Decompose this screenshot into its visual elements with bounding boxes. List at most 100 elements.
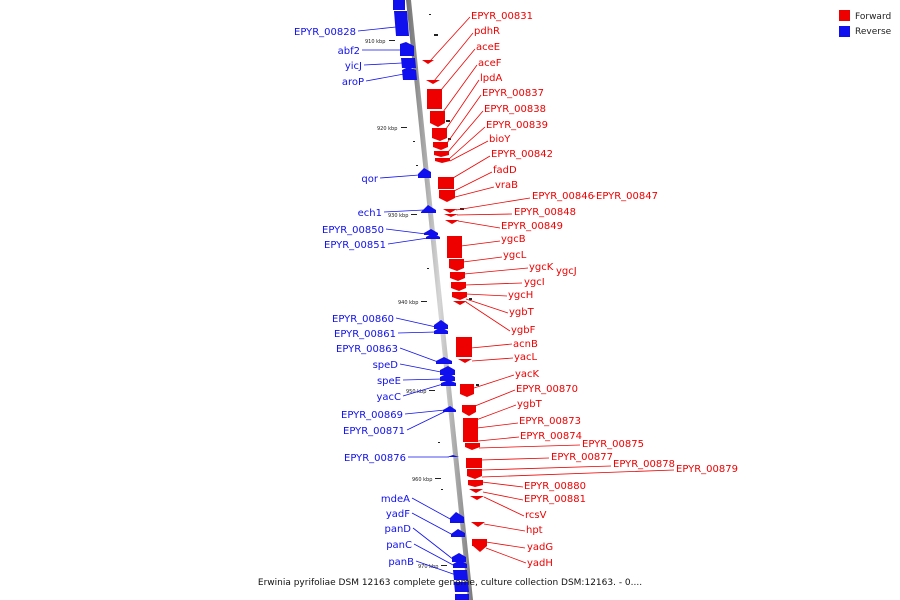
- leader-line: [465, 298, 509, 314]
- forward-gene: [465, 443, 480, 450]
- leader-line: [402, 378, 443, 381]
- leader-line: [456, 213, 513, 216]
- forward-gene: [469, 489, 483, 493]
- gene-label-reverse: EPYR_00871: [343, 426, 405, 437]
- reverse-gene: [453, 570, 468, 580]
- forward-gene: [453, 301, 467, 305]
- gene-label-forward: vraB: [495, 180, 518, 191]
- leader-line: [481, 481, 524, 488]
- leader-line: [480, 457, 550, 461]
- forward-gene: [445, 220, 459, 224]
- gene-label-forward: EPYR_00870: [516, 384, 578, 395]
- gene-label-forward: bioY: [489, 134, 511, 145]
- forward-gene: [439, 190, 455, 202]
- reverse-gene: [401, 58, 416, 68]
- leader-line: [452, 155, 491, 179]
- forward-gene: [462, 405, 476, 416]
- leader-line: [397, 331, 437, 334]
- leader-line: [385, 228, 427, 235]
- leader-line: [483, 496, 525, 517]
- gene-label-forward: EPYR_00880: [524, 481, 586, 492]
- genome-backbone: [406, 0, 473, 600]
- gene-label-forward: ygcI: [524, 277, 545, 288]
- forward-gene: [451, 282, 466, 291]
- gene-label-forward: ygcJ: [556, 266, 577, 277]
- tick-mark: [411, 214, 417, 215]
- forward-gene: [443, 209, 457, 213]
- forward-gene: [449, 259, 464, 271]
- tick-mark: [435, 478, 441, 479]
- gap-marker: [476, 384, 479, 386]
- tick-label: 940 kbp: [398, 300, 418, 306]
- gap-marker: [446, 120, 450, 122]
- gene-label-reverse: panD: [384, 524, 411, 535]
- gene-label-forward: ygbT: [517, 399, 543, 410]
- gene-label-forward: EPYR_00873: [519, 416, 581, 427]
- legend-label-forward: Forward: [855, 12, 891, 22]
- tick-label: 920 kbp: [377, 126, 397, 132]
- leader-line: [445, 79, 480, 130]
- leader-line: [453, 171, 493, 192]
- leader-line: [406, 410, 447, 431]
- tick-mark: [421, 301, 427, 302]
- gene-label-reverse: EPYR_00828: [294, 27, 356, 38]
- leader-line: [442, 64, 478, 113]
- leader-line: [413, 543, 456, 567]
- leader-line: [447, 110, 484, 153]
- gene-label-forward: aceE: [476, 42, 500, 53]
- reverse-gene: [455, 594, 469, 600]
- forward-gene: [447, 236, 462, 258]
- leader-line: [387, 237, 429, 245]
- forward-gene: [432, 128, 447, 141]
- forward-gene: [466, 458, 482, 468]
- gene-label-reverse: yicJ: [345, 61, 362, 72]
- gene-label-reverse: mdeA: [381, 494, 410, 505]
- forward-gene: [463, 418, 478, 442]
- gene-label-forward: EPYR_00878: [613, 459, 675, 470]
- gene-label-forward: rcsV: [525, 510, 547, 521]
- leader-line: [411, 512, 454, 536]
- gene-label-reverse: speD: [373, 360, 399, 371]
- leader-line: [485, 547, 527, 564]
- reverse-gene: [440, 366, 455, 375]
- reverse-gene: [441, 380, 456, 386]
- reverse-labels: EPYR_00828 abf2 yicJ aroP qor ech1 EPYR_…: [294, 26, 457, 576]
- genome-caption: Erwinia pyrifoliae DSM 12163 complete ge…: [257, 578, 643, 588]
- gap-marker: [427, 268, 429, 269]
- leader-line: [429, 16, 471, 62]
- leader-line: [464, 282, 523, 286]
- reverse-gene: [418, 168, 431, 178]
- gene-label-forward: ygcH: [508, 290, 533, 301]
- gene-label-forward: fadD: [493, 165, 517, 176]
- gene-label-reverse: panB: [388, 557, 414, 568]
- legend-swatch-reverse: [839, 26, 850, 37]
- leader-line: [415, 560, 457, 576]
- reverse-gene: [440, 373, 455, 381]
- reverse-gene: [394, 11, 409, 36]
- gene-label-forward: EPYR_00847: [596, 191, 658, 202]
- reverse-gene: [434, 320, 448, 329]
- forward-gene: [472, 539, 487, 546]
- gene-label-forward: ygbF: [511, 325, 536, 336]
- reverse-gene: [402, 67, 417, 80]
- label-separator: -: [592, 191, 596, 202]
- tick-mark: [429, 390, 435, 391]
- leader-line: [395, 317, 437, 328]
- forward-gene-group: [422, 60, 487, 552]
- reverse-gene: [436, 357, 452, 364]
- gene-label-forward: EPYR_00874: [520, 431, 582, 442]
- reverse-gene: [400, 42, 414, 56]
- forward-gene: [467, 469, 482, 479]
- reverse-gene: [434, 327, 448, 334]
- tick-mark: [401, 127, 407, 128]
- leader-line: [454, 186, 495, 198]
- legend-label-reverse: Reverse: [855, 27, 892, 37]
- forward-gene: [458, 359, 472, 363]
- leader-line: [365, 73, 405, 82]
- tick-label: 970 kbp: [418, 564, 438, 570]
- gene-label-reverse: EPYR_00876: [344, 453, 406, 464]
- forward-gene: [468, 480, 483, 487]
- leader-line: [473, 374, 515, 389]
- leader-line: [440, 48, 476, 91]
- leader-line: [446, 94, 482, 144]
